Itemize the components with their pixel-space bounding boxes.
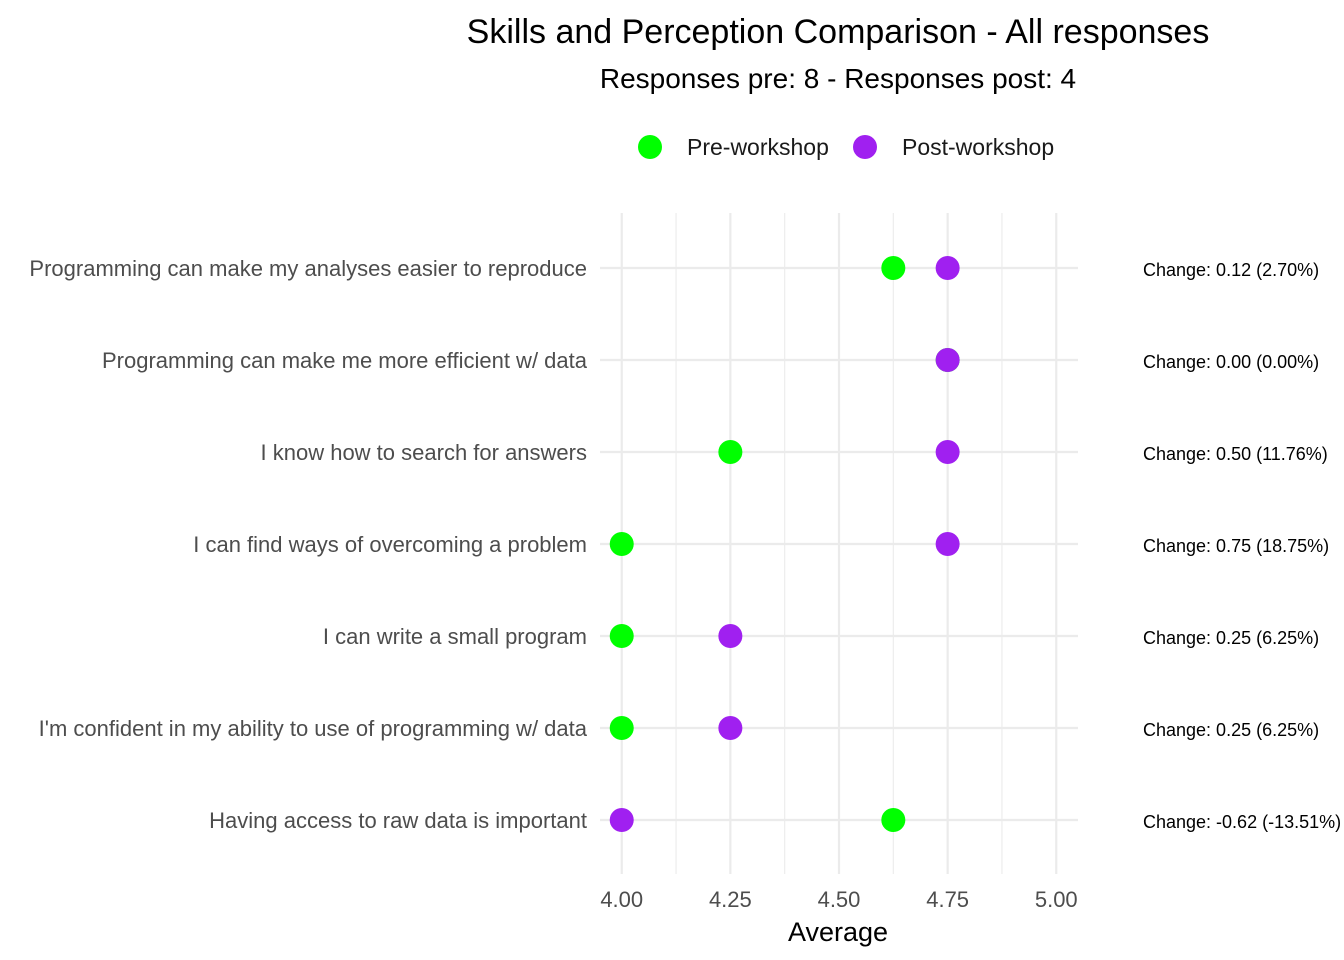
x-tick-label: 4.00 — [600, 887, 643, 912]
pre-workshop-legend-label: Pre-workshop — [687, 134, 829, 160]
pre-workshop-point — [609, 532, 634, 556]
x-tick-label: 5.00 — [1035, 887, 1078, 912]
change-annotation: Change: 0.25 (6.25%) — [1143, 720, 1319, 740]
x-tick-label: 4.50 — [818, 887, 861, 912]
change-annotation: Change: -0.62 (-13.51%) — [1143, 812, 1341, 832]
post-workshop-legend-marker — [853, 135, 877, 159]
change-annotation: Change: 0.50 (11.76%) — [1143, 444, 1328, 464]
change-annotation: Change: 0.75 (18.75%) — [1143, 536, 1329, 556]
post-workshop-point — [609, 808, 634, 832]
pre-workshop-point — [609, 624, 634, 648]
x-tick-label: 4.75 — [926, 887, 969, 912]
chart-title: Skills and Perception Comparison - All r… — [467, 13, 1210, 51]
legend: Pre-workshop Post-workshop — [638, 134, 1054, 160]
category-labels: Programming can make my analyses easier … — [29, 256, 587, 833]
post-workshop-point — [718, 716, 743, 740]
chart-subtitle: Responses pre: 8 - Responses post: 4 — [600, 63, 1076, 94]
x-tick-label: 4.25 — [709, 887, 752, 912]
pre-workshop-point — [718, 440, 743, 464]
post-workshop-point — [718, 624, 743, 648]
pre-workshop-point — [609, 716, 634, 740]
x-axis-ticks: 4.00 4.25 4.50 4.75 5.00 — [600, 887, 1077, 912]
x-axis-title: Average — [788, 917, 888, 947]
grid-lines — [600, 213, 1078, 874]
post-workshop-point — [935, 532, 960, 556]
change-annotation: Change: 0.12 (2.70%) — [1143, 260, 1319, 280]
change-annotation: Change: 0.00 (0.00%) — [1143, 352, 1319, 372]
post-workshop-legend-label: Post-workshop — [902, 134, 1054, 160]
category-label: Programming can make my analyses easier … — [29, 256, 587, 281]
pre-workshop-point — [881, 808, 906, 832]
post-workshop-point — [935, 256, 960, 280]
category-label: I know how to search for answers — [261, 440, 587, 465]
change-annotations: Change: 0.12 (2.70%) Change: 0.00 (0.00%)… — [1143, 260, 1341, 832]
category-label: I'm confident in my ability to use of pr… — [39, 716, 588, 741]
data-points — [609, 256, 960, 832]
category-label: Having access to raw data is important — [209, 808, 587, 833]
pre-workshop-legend-marker — [638, 135, 662, 159]
post-workshop-point — [935, 348, 960, 372]
category-label: I can write a small program — [323, 624, 587, 649]
post-workshop-point — [935, 440, 960, 464]
category-label: I can find ways of overcoming a problem — [193, 532, 587, 557]
category-label: Programming can make me more efficient w… — [102, 348, 588, 373]
change-annotation: Change: 0.25 (6.25%) — [1143, 628, 1319, 648]
pre-workshop-point — [881, 256, 906, 280]
